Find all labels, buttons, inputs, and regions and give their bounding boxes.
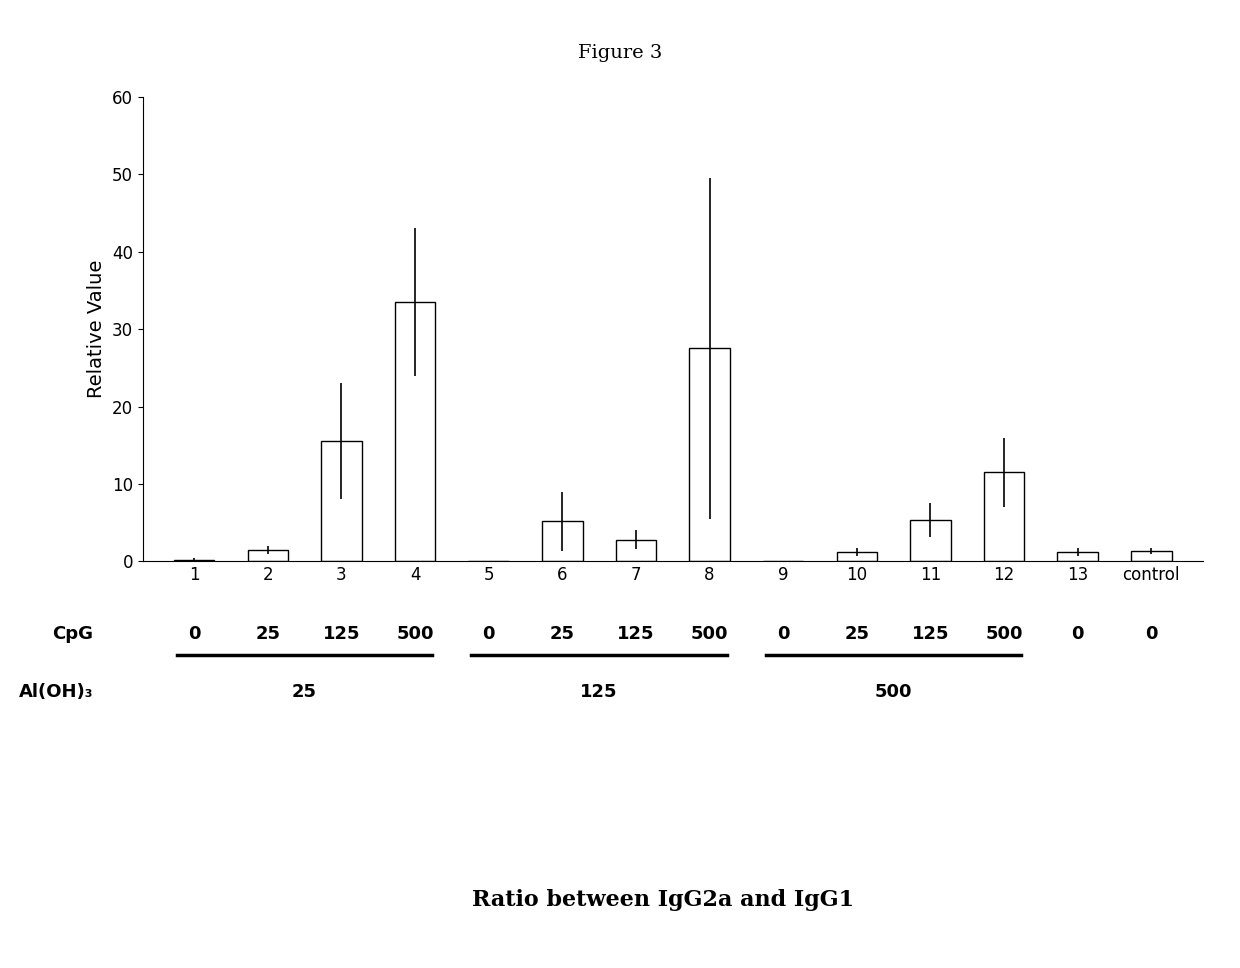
Text: CpG: CpG: [52, 625, 93, 643]
Bar: [615, 540, 656, 561]
Bar: [1131, 552, 1172, 561]
Text: Figure 3: Figure 3: [578, 44, 662, 62]
Bar: [983, 472, 1024, 561]
Text: 0: 0: [188, 625, 201, 643]
Text: 500: 500: [691, 625, 728, 643]
Text: 125: 125: [580, 683, 618, 701]
Text: 0: 0: [482, 625, 495, 643]
Bar: [321, 441, 362, 561]
Text: 0: 0: [1145, 625, 1157, 643]
Text: 125: 125: [911, 625, 949, 643]
Text: 125: 125: [618, 625, 655, 643]
Text: 500: 500: [986, 625, 1023, 643]
Bar: [1058, 552, 1097, 561]
Text: 0: 0: [777, 625, 790, 643]
Text: 0: 0: [1071, 625, 1084, 643]
Text: 25: 25: [255, 625, 280, 643]
Bar: [542, 521, 583, 561]
Text: 500: 500: [875, 683, 913, 701]
Bar: [689, 348, 730, 561]
Text: 125: 125: [322, 625, 360, 643]
Text: Ratio between IgG2a and IgG1: Ratio between IgG2a and IgG1: [472, 890, 854, 911]
Bar: [910, 521, 951, 561]
Bar: [394, 302, 435, 561]
Text: 25: 25: [549, 625, 575, 643]
Text: Al(OH)₃: Al(OH)₃: [19, 683, 93, 701]
Bar: [248, 550, 288, 561]
Text: 500: 500: [397, 625, 434, 643]
Text: 25: 25: [293, 683, 317, 701]
Text: 25: 25: [844, 625, 869, 643]
Y-axis label: Relative Value: Relative Value: [87, 260, 107, 398]
Bar: [174, 560, 215, 561]
Bar: [837, 552, 877, 561]
